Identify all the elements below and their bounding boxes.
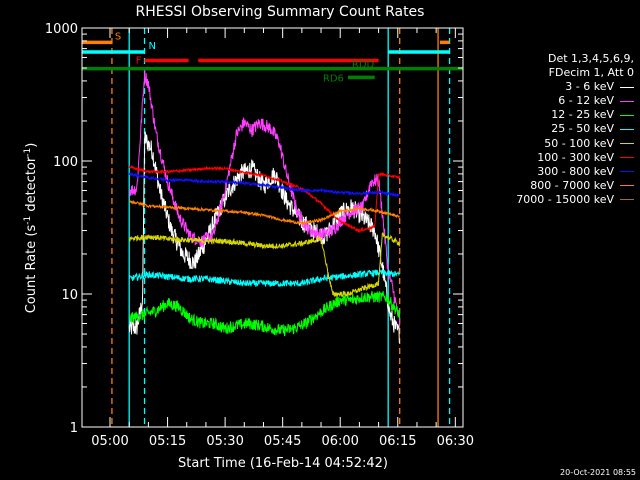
legend-item-0: 3 - 6 keV	[516, 80, 634, 94]
legend-item-3: 25 - 50 keV	[516, 122, 634, 136]
legend-item-8: 7000 - 15000 keV	[516, 193, 634, 207]
x-tick-label-3: 05:45	[264, 434, 301, 449]
y-label-close: )	[24, 143, 39, 148]
legend-swatch	[620, 86, 634, 88]
series-line-2	[128, 291, 401, 337]
y-tick-label-1: 10	[61, 288, 78, 303]
y-label-exp-2: -1	[23, 148, 33, 157]
series-line-4	[128, 232, 401, 298]
y-label-exp: -1	[23, 216, 33, 225]
y-tick-label-3: 1000	[45, 22, 78, 37]
series-line-1	[128, 68, 401, 327]
legend-label: 12 - 25 keV	[551, 108, 614, 122]
legend-item-5: 100 - 300 keV	[516, 151, 634, 165]
legend-swatch	[620, 143, 634, 145]
legend-label: 50 - 100 keV	[544, 136, 614, 150]
x-tick-label-5: 06:15	[379, 434, 416, 449]
legend-swatch	[620, 100, 634, 102]
series-line-3	[128, 268, 400, 288]
x-axis-label: Start Time (16-Feb-14 04:52:42)	[178, 456, 388, 471]
x-tick-label-2: 05:30	[206, 434, 243, 449]
legend-label: 25 - 50 keV	[551, 122, 614, 136]
legend-label: 6 - 12 keV	[558, 94, 614, 108]
y-label-suffix: detector	[24, 156, 39, 216]
flag-label-1: N	[149, 41, 156, 52]
legend-item-4: 50 - 100 keV	[516, 137, 634, 151]
legend-label: 300 - 800 keV	[537, 164, 614, 178]
legend-swatch	[620, 129, 634, 131]
legend-swatch	[620, 157, 634, 159]
y-label-prefix: Count Rate (s	[24, 225, 39, 314]
legend-item-1: 6 - 12 keV	[516, 94, 634, 108]
y-axis-label: Count Rate (s-1 detector-1)	[23, 143, 39, 314]
legend-label: 800 - 7000 keV	[530, 178, 614, 192]
series-line-6	[128, 171, 401, 198]
legend-item-2: 12 - 25 keV	[516, 108, 634, 122]
legend-item-6: 300 - 800 keV	[516, 165, 634, 179]
legend-swatch	[620, 114, 634, 116]
flag-label-2: F	[136, 55, 142, 66]
legend-swatch	[620, 199, 634, 201]
legend-label: 7000 - 15000 keV	[516, 192, 614, 206]
legend-header-1: Det 1,3,4,5,6,9,	[547, 52, 634, 65]
legend-swatch	[620, 185, 634, 187]
chart-title: RHESSI Observing Summary Count Rates	[136, 4, 425, 20]
y-tick-label-2: 100	[53, 155, 78, 170]
plot-area: S NF RDD RD6 1 10 100 1000 05:00 05:15 05:30 05:45 0…	[45, 22, 474, 449]
series-line-5	[128, 164, 401, 234]
legend-header-2: FDecim 1, Att 0	[548, 66, 634, 80]
y-tick-label-0: 1	[70, 421, 78, 436]
flag-label-0: S	[115, 31, 121, 42]
series-line-7	[128, 199, 400, 226]
legend: Det 1,3,4,5,6,9, FDecim 1, Att 0 3 - 6 k…	[516, 52, 634, 207]
legend-label: 3 - 6 keV	[565, 80, 614, 94]
x-tick-label-0: 05:00	[91, 434, 128, 449]
x-tick-label-1: 05:15	[149, 434, 186, 449]
legend-swatch	[620, 171, 634, 173]
generation-timestamp: 20-Oct-2021 08:55	[560, 468, 636, 477]
plot-frame	[81, 27, 464, 428]
x-tick-label-4: 06:00	[321, 434, 358, 449]
flag-label-3: RDD	[352, 60, 375, 71]
legend-label: 100 - 300 keV	[537, 150, 614, 164]
flag-label-4: RD6	[323, 73, 344, 84]
x-tick-label-6: 06:30	[437, 434, 474, 449]
legend-item-7: 800 - 7000 keV	[516, 179, 634, 193]
